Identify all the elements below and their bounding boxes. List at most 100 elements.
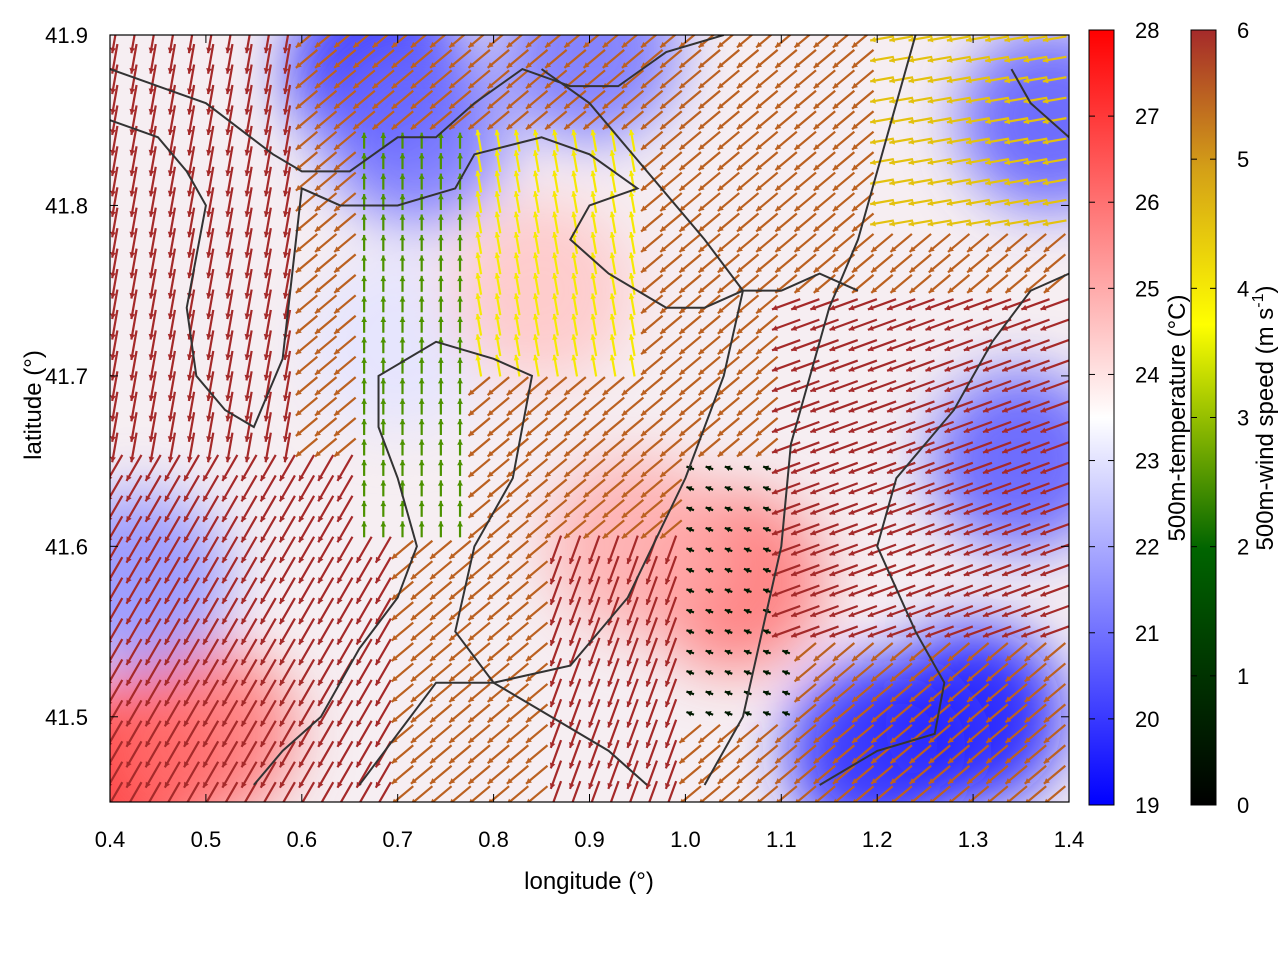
wind-arrow-head (361, 419, 368, 425)
colorbar-tick-label: 20 (1135, 707, 1159, 732)
wind-arrow-head (110, 149, 116, 156)
wind-arrow-head (506, 471, 513, 477)
wind-arrow-head (380, 459, 387, 466)
wind-arrow-head (206, 108, 212, 115)
wind-arrow-head (457, 357, 463, 363)
wind-arrow-head (705, 588, 712, 594)
wind-arrow-head (963, 325, 970, 331)
wind-arrow-head (621, 389, 628, 396)
wind-arrow-head (361, 194, 368, 200)
wind-arrow-head (963, 366, 970, 372)
wind-arrow-head (986, 246, 993, 252)
wind-arrow-head (315, 389, 321, 396)
wind-arrow-head (724, 486, 731, 492)
wind-arrow-head (927, 139, 934, 145)
wind-arrow-head (430, 573, 437, 580)
wind-arrow-head (457, 337, 463, 343)
wind-arrow-head (890, 757, 897, 764)
wind-arrow-head (757, 798, 762, 802)
wind-arrow-head (513, 170, 520, 177)
wind-arrow-head (468, 512, 475, 518)
wind-arrow-head (743, 486, 750, 492)
wind-arrow-head (494, 252, 501, 259)
wind-arrow-head (260, 577, 266, 584)
wind-arrow-head (947, 696, 954, 702)
wind-arrow-head (315, 369, 321, 375)
wind-arrow-head (571, 252, 577, 259)
wind-arrow-head (295, 103, 302, 109)
wind-arrow-head (487, 450, 494, 457)
wind-arrow-head (487, 471, 494, 477)
wind-arrow-head (909, 757, 916, 764)
wind-arrow-head (222, 679, 228, 686)
wind-arrow-head (660, 103, 667, 109)
wind-arrow-head (679, 328, 686, 334)
wind-arrow-head (775, 144, 782, 150)
wind-arrow-head (552, 232, 558, 238)
wind-arrow-head (1002, 407, 1009, 413)
wind-arrow-head (164, 597, 170, 604)
wind-arrow-head (947, 778, 954, 784)
wind-arrow-head (437, 337, 444, 343)
wind-arrow-head (628, 170, 635, 177)
wind-arrow-head (852, 205, 858, 212)
wind-arrow-head (813, 123, 820, 130)
wind-arrow-head (110, 476, 113, 480)
wind-arrow-head (506, 573, 513, 580)
wind-arrow-head (641, 82, 647, 89)
wind-arrow-head (756, 307, 763, 314)
wind-arrow-head (763, 670, 770, 676)
wind-arrow-head (871, 737, 878, 743)
wind-arrow-head (315, 82, 321, 89)
wind-arrow-head (698, 287, 705, 293)
wind-arrow-head (1023, 36, 1030, 43)
wind-arrow-head (986, 266, 993, 273)
wind-arrow-head (966, 98, 972, 104)
wind-arrow-head (380, 398, 387, 404)
wind-arrow-head (437, 153, 444, 159)
wind-arrow-head (867, 570, 874, 577)
wind-arrow-head (763, 547, 770, 553)
wind-arrow-head (946, 118, 953, 125)
colorbar-tick-label: 26 (1135, 190, 1159, 215)
wind-arrow-head (848, 345, 855, 352)
wind-arrow-head (148, 292, 155, 299)
wind-arrow-head (418, 296, 425, 302)
wind-arrow-head (737, 266, 743, 273)
wind-arrow (301, 781, 316, 802)
wind-arrow-head (487, 573, 494, 580)
wind-arrow-head (225, 190, 232, 197)
wind-arrow-head (1040, 366, 1047, 372)
wind-arrow-head (607, 639, 613, 646)
wind-arrow-head (244, 108, 251, 115)
wind-arrow-head (361, 521, 368, 527)
wind-arrow-head (1021, 366, 1028, 372)
wind-arrow-head (399, 521, 406, 527)
wind-arrow-head (946, 36, 953, 43)
wind-arrow-head (526, 696, 532, 702)
wind-arrow-head (1021, 550, 1028, 556)
wind-arrow-head (437, 521, 444, 527)
wind-arrow-head (334, 103, 341, 109)
wind-arrow-head (686, 527, 693, 533)
wind-arrow-head (1023, 77, 1030, 84)
wind-arrow-head (337, 638, 343, 645)
wind-arrow-head (279, 679, 286, 686)
wind-arrow-head (186, 170, 193, 176)
x-tick-label: 0.8 (478, 827, 509, 852)
wind-arrow-head (487, 778, 494, 784)
wind-arrow-head (526, 614, 532, 621)
wind-arrow-head (871, 675, 878, 682)
wind-arrow-head (513, 313, 520, 320)
wind-arrow-head (295, 123, 302, 130)
wind-arrow-head (487, 716, 494, 723)
wind-arrow-head (737, 389, 743, 396)
wind-arrow-head (526, 778, 532, 784)
wind-arrow-head (126, 659, 132, 665)
wind-arrow-head (260, 740, 266, 747)
wind-arrow-head (664, 721, 671, 728)
wind-arrow (110, 577, 124, 602)
wind-arrow-head (717, 164, 724, 171)
wind-arrow-head (526, 103, 532, 109)
wind-arrow-head (571, 129, 577, 136)
